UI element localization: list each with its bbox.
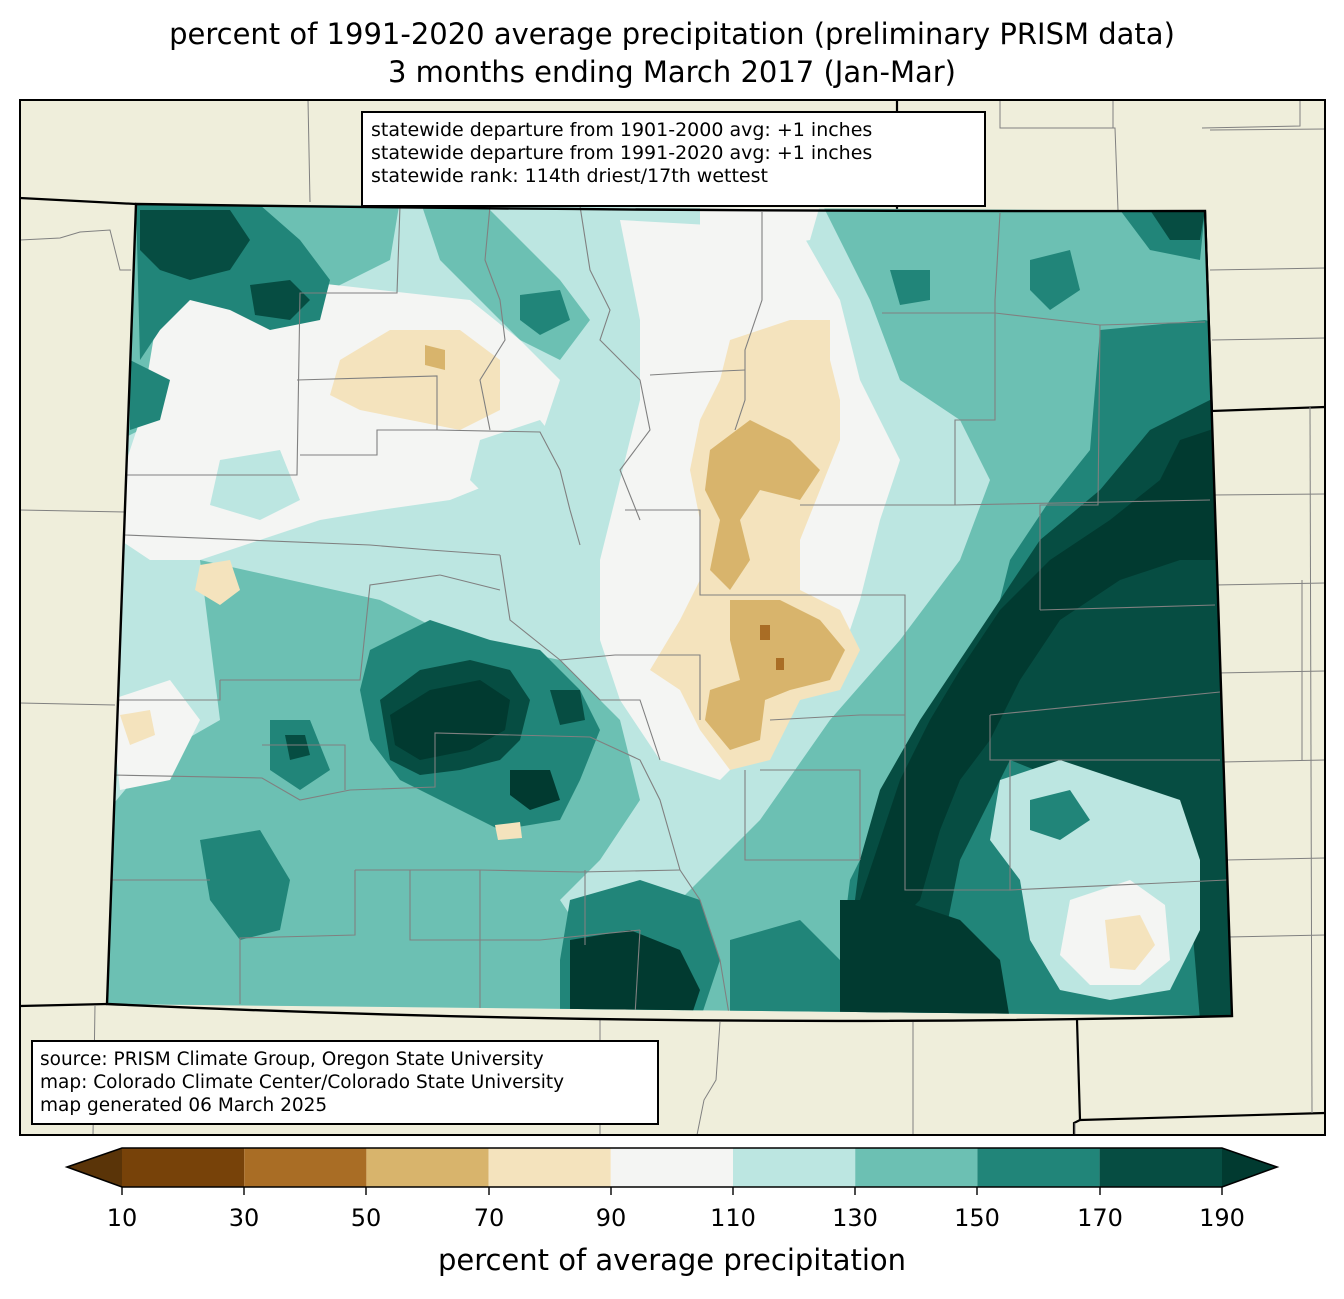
colorbar-over-arrow (1222, 1148, 1277, 1187)
colorbar (64, 1147, 1280, 1195)
colorbar-segment-9 (1099, 1148, 1222, 1187)
colorbar-tick-label: 170 (1077, 1204, 1123, 1232)
map-credit-line: map: Colorado Climate Center/Colorado St… (40, 1072, 565, 1093)
colorbar-tick-label: 50 (350, 1204, 382, 1232)
colorbar-label: percent of average precipitation (437, 1243, 907, 1277)
generated-date-line: map generated 06 March 2025 (40, 1095, 328, 1116)
colorbar-tick-label: 150 (954, 1204, 1000, 1232)
stat-departure-1991-2020: statewide departure from 1991-2020 avg: … (371, 142, 873, 164)
colorado-border (105, 202, 1234, 1023)
map-frame (19, 99, 1326, 1136)
colorbar-under-arrow (67, 1148, 122, 1187)
neighbor-county-lines (20, 100, 1325, 1135)
colorbar-tick-label: 110 (710, 1204, 756, 1232)
colorbar-segment-2 (244, 1148, 367, 1187)
colorbar-tick-label: 30 (228, 1204, 260, 1232)
colorbar-segment-8 (977, 1148, 1100, 1187)
colorbar-tick-label: 70 (473, 1204, 505, 1232)
colorbar-segment-1 (122, 1148, 245, 1187)
statewide-stats-box: statewide departure from 1901-2000 avg: … (361, 111, 986, 207)
colorbar-segment-6 (733, 1148, 856, 1187)
stat-rank: statewide rank: 114th driest/17th wettes… (371, 165, 768, 187)
colorbar-tick-label: 90 (595, 1204, 627, 1232)
stat-departure-1901-2000: statewide departure from 1901-2000 avg: … (371, 119, 873, 141)
colorbar-segment-5 (610, 1148, 733, 1187)
colorbar-tick-label: 130 (832, 1204, 878, 1232)
county-borders (108, 205, 1228, 1016)
colorbar-tick-label: 190 (1199, 1204, 1245, 1232)
map-title-line2: 3 months ending March 2017 (Jan-Mar) (388, 55, 956, 89)
source-box: source: PRISM Climate Group, Oregon Stat… (31, 1040, 659, 1125)
colorbar-segment-4 (488, 1148, 611, 1187)
colorbar-segment-7 (855, 1148, 978, 1187)
source-line: source: PRISM Climate Group, Oregon Stat… (40, 1049, 544, 1070)
map-title-line1: percent of 1991-2020 average precipitati… (169, 17, 1175, 51)
colorbar-segment-3 (366, 1148, 489, 1187)
colorbar-tick-label: 10 (106, 1204, 138, 1232)
precipitation-field (107, 204, 1232, 1016)
